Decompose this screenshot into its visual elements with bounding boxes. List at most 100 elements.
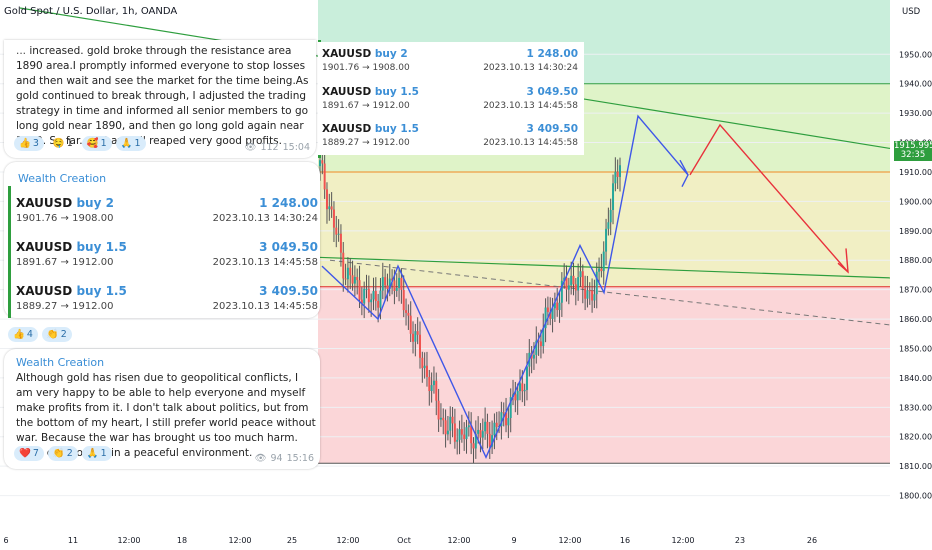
trade-action: buy 2 [76,196,114,210]
candle-body [588,290,591,292]
time-tick-label: 12:00 [228,536,251,545]
blue-arrow-head [679,159,689,188]
candle-body [330,206,333,210]
time-tick-label: 12:00 [558,536,581,545]
candle-body [484,421,487,432]
trade-amount: 3 409.50 [526,123,578,135]
reaction-count: 1 [66,138,73,149]
trendline-dashed [329,259,891,326]
candle-body [323,163,326,190]
candle-body [584,288,587,299]
candle-body [525,366,528,390]
candle-body [381,277,384,291]
candle-body [616,171,619,177]
trade-row: XAUUSD buy 2 1 248.00 1901.76 → 1908.00 20… [16,196,318,224]
candle-body [521,383,524,392]
price-tick-label: 1860.00 [899,315,932,324]
candle-body [402,289,405,311]
trade-date: 2023.10.13 14:45:58 [212,301,318,312]
candle-body [342,252,345,279]
candle-body [546,307,549,313]
trade-row: XAUUSD buy 1.5 3 409.50 1889.27 → 1912.00… [322,123,578,148]
channel-title: Wealth Creation [18,172,107,185]
candle-body [502,412,505,414]
candle-body [500,412,503,427]
candle-body [581,271,584,289]
candle-body [356,276,359,281]
time-tick-label: 18 [177,536,187,545]
candle-body [591,290,594,301]
candle-body [551,308,554,319]
candle-body [514,394,517,401]
trade-range: 1891.67 → 1912.00 [16,257,114,268]
reaction-pray[interactable]: 🙏 1 [81,446,112,461]
message-card-2: Wealth Creation XAUUSD buy 2 1 248.00 190… [4,162,320,318]
trade-amount: 3 049.50 [526,86,578,98]
trade-amount: 1 248.00 [526,48,578,60]
candle-body [363,288,366,304]
thumbs-up-icon: 👍 [19,138,31,149]
reaction-heart[interactable]: ❤️ 7 [14,446,44,461]
reaction-thumbs-up[interactable]: 👍 4 [8,327,38,342]
chart-title: Gold Spot / U.S. Dollar, 1h, OANDA [4,6,178,17]
candle-body [365,288,368,290]
reaction-drool[interactable]: 🤤 1 [48,136,78,151]
time-tick-label: 12:00 [117,536,140,545]
candle-body [335,227,338,235]
reactions: ❤️ 7 👏 2 🙏 1 [14,446,112,461]
trade-range: 1901.76 → 1908.00 [16,213,114,224]
reaction-count: 1 [100,448,107,459]
price-axis[interactable]: 1800.00 1810.00 1820.00 1830.00 1840.00 1850.… [899,50,932,500]
trade-symbol: XAUUSD [16,196,73,210]
time-axis[interactable]: 6 11 12:00 18 12:00 25 12:00 Oct 12:00 9 12:00 16 12… [3,536,817,545]
candle-body [439,417,442,420]
zone-support [318,286,890,464]
candle-body [602,251,605,272]
candle-body [467,425,470,428]
trade-amount: 3 049.50 [259,240,318,254]
trade-action: buy 1.5 [374,123,419,135]
candle-body [437,400,440,420]
candle-body [600,268,603,272]
trade-symbol: XAUUSD [322,48,372,60]
reaction-clap[interactable]: 👏 2 [41,327,72,342]
candle-body [544,307,547,329]
candle-body [586,290,589,299]
message-text: ... increased. gold broke through the re… [16,44,312,149]
price-tick-label: 1810.00 [899,462,932,471]
price-tick-label: 1850.00 [899,344,932,353]
trade-range: 1901.76 → 1908.00 [322,63,410,73]
reaction-pray[interactable]: 🙏 1 [115,136,146,151]
candle-body [456,439,459,442]
time-tick-label: 11 [68,536,78,545]
trade-row: XAUUSD buy 2 1 248.00 1901.76 → 1908.00 20… [322,48,578,73]
price-tick-label: 1900.00 [899,197,932,206]
last-price-tag: 1915.995 32:35 [894,141,932,161]
trade-row: XAUUSD buy 1.5 3 049.50 1891.67 → 1912.00… [322,86,578,111]
candle-body [395,287,398,291]
candle-body [423,365,426,369]
message-card-3: Wealth Creation Although gold has risen … [4,349,320,469]
message-card-1: ... increased. gold broke through the re… [4,40,316,158]
candle-body [377,301,380,308]
pray-icon: 🙏 [86,448,99,459]
reaction-clap[interactable]: 👏 2 [47,446,78,461]
trade-symbol: XAUUSD [16,240,73,254]
candle-body [612,183,615,210]
trade-panel: XAUUSD buy 2 1 248.00 1901.76 → 1908.00 20… [318,42,584,155]
time-tick-label: 6 [3,536,8,545]
candle-body [539,341,542,347]
clap-icon: 👏 [46,329,59,340]
price-tick-label: 1890.00 [899,227,932,236]
candle-body [353,276,356,284]
reaction-thumbs-up[interactable]: 👍 3 [14,136,44,151]
candle-body [567,285,570,290]
candle-body [560,280,563,303]
candle-body [472,443,475,449]
candle-body [400,277,403,290]
time-tick-label: 12:00 [336,536,359,545]
candle-body [384,277,387,286]
last-price: 1915.995 [894,141,932,151]
reaction-love[interactable]: 🥰 1 [81,136,112,151]
price-tick-label: 1820.00 [899,433,932,442]
